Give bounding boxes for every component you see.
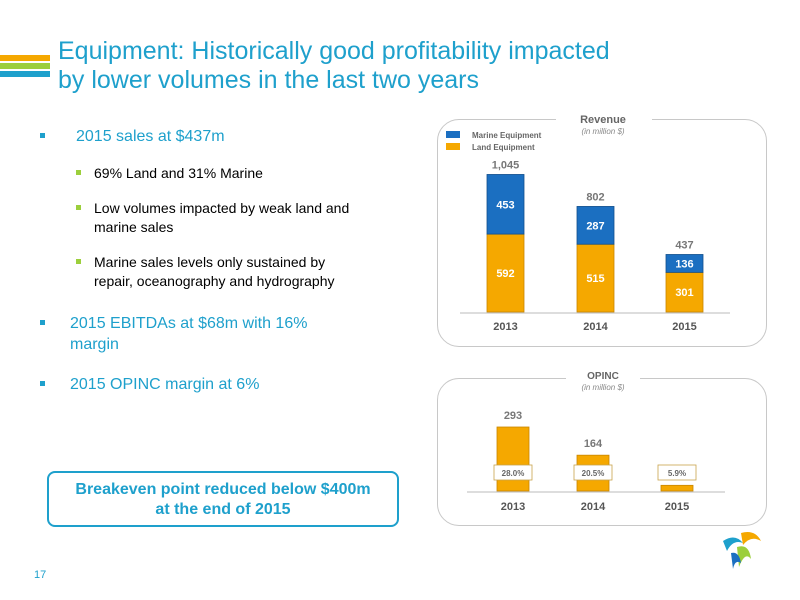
bar-opinc [496,426,530,492]
bar-marine-equipment [486,174,525,235]
revenue-chart-subtitle: (in million $) [581,127,624,136]
callout-line-2: at the end of 2015 [155,501,291,518]
data-label-land: 592 [496,268,514,280]
bullet-ebitda: 2015 EBITDAs at $68m with 16% margin [40,313,350,355]
stripe-orange [0,55,50,61]
callout-line-1: Breakeven point reduced below $400m [75,481,371,498]
sub-bullet-marker [76,205,81,210]
data-label-marine: 287 [586,220,604,232]
data-label-total: 437 [675,239,693,251]
data-label-total: 802 [586,191,604,203]
data-label-opinc: 293 [504,410,522,422]
legend-label: Marine Equipment [472,131,542,140]
x-tick-label: 2015 [672,321,696,333]
opinc-chart-title: OPINC [587,371,619,382]
data-label-land: 515 [586,273,604,285]
opinc-chart: OPINC(in million $) 293 28.0% 2013 164 20.5% 2… [467,369,725,513]
margin-label: 20.5% [582,469,605,478]
data-label-total: 1,045 [492,159,520,171]
revenue-chart-title: Revenue [580,114,626,126]
x-tick-label: 2014 [581,501,606,513]
margin-label: 28.0% [502,469,525,478]
bullet-list: 2015 sales at $437m 69% Land and 31% Mar… [40,126,370,395]
margin-label-box [657,464,697,481]
sub-bullet-text: 69% Land and 31% Marine [94,165,263,181]
bullet-marker [40,133,45,138]
margin-label: 5.9% [668,469,686,478]
data-label-marine: 136 [675,258,693,270]
bullet-text: 2015 sales at $437m [76,128,225,145]
bullet-marker [40,320,45,325]
bar-land-equipment [576,243,615,313]
bar-opinc [660,484,694,492]
x-tick-label: 2013 [493,321,517,333]
bar-marine-equipment [665,254,704,273]
stripe-blue [0,71,50,77]
revenue-chart: Revenue(in million $) Marine Equipment Lan… [446,111,730,333]
sub-bullet-marine: Marine sales levels only sustained by re… [40,253,350,291]
page-number: 17 [34,569,47,581]
margin-label-box [493,464,533,481]
margin-label-box [573,464,613,481]
sub-bullet-marker [76,170,81,175]
opinc-chart-subtitle: (in million $) [581,383,624,392]
company-logo-icon [723,532,761,569]
stripe-green [0,63,50,69]
bullet-opinc: 2015 OPINC margin at 6% [40,374,370,395]
slide-title: Equipment: Historically good profitabili… [58,37,678,95]
legend-label: Land Equipment [472,143,535,152]
opinc-title-bg [566,369,640,385]
title-line-2: by lower volumes in the last two years [58,66,480,94]
bullet-text: 2015 EBITDAs at $68m with 16% margin [70,315,308,353]
revenue-title-bg [556,111,652,127]
data-label-land: 301 [675,287,693,299]
sub-bullet-text: Low volumes impacted by weak land and ma… [94,200,350,235]
bar-marine-equipment [576,206,615,245]
data-label-marine: 453 [496,199,514,211]
bullet-marker [40,381,45,386]
sub-bullet-split: 69% Land and 31% Marine [40,164,370,183]
bullet-text: 2015 OPINC margin at 6% [70,376,260,393]
x-tick-label: 2014 [583,321,608,333]
bullet-sales: 2015 sales at $437m [40,126,370,147]
x-tick-label: 2013 [501,501,525,513]
legend-swatch [446,131,460,138]
data-label-opinc: 164 [584,438,603,450]
breakeven-callout: Breakeven point reduced below $400m at t… [47,471,399,527]
legend-swatch [446,143,460,150]
brand-stripes [0,55,50,79]
sub-bullet-marker [76,259,81,264]
x-tick-label: 2015 [665,501,689,513]
title-line-1: Equipment: Historically good profitabili… [58,37,610,65]
bar-land-equipment [665,271,704,313]
sub-bullet-text: Marine sales levels only sustained by re… [94,254,335,289]
sub-bullet-volumes: Low volumes impacted by weak land and ma… [40,199,350,237]
